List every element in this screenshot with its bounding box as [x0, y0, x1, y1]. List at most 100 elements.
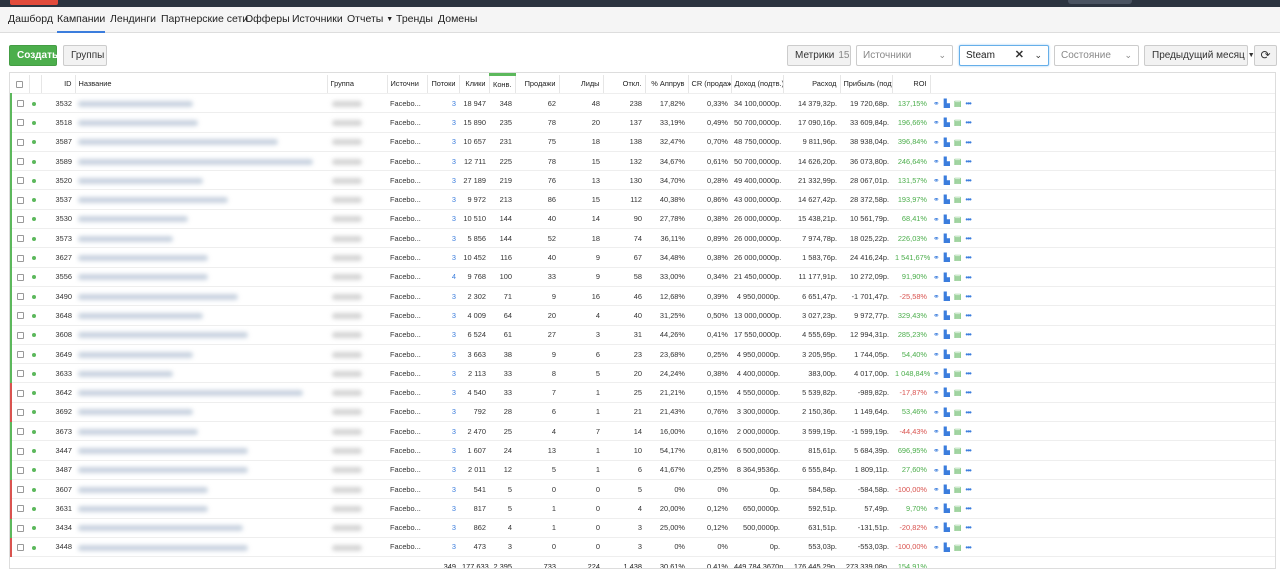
cell-name[interactable] [75, 305, 327, 326]
cell-name[interactable] [75, 228, 327, 249]
more-icon[interactable]: ••• [965, 388, 971, 398]
col-header-income[interactable]: Доход (подтв.) [731, 74, 784, 94]
link-icon[interactable]: ⚭ [933, 484, 940, 494]
cell-streams[interactable]: 3 [427, 344, 459, 365]
more-icon[interactable]: ••• [965, 542, 971, 552]
link-icon[interactable]: ⚭ [933, 465, 940, 475]
cell-streams[interactable]: 3 [427, 382, 459, 403]
more-icon[interactable]: ••• [965, 118, 971, 128]
link-icon[interactable]: ⚭ [933, 426, 940, 436]
more-icon[interactable]: ••• [965, 407, 971, 417]
more-icon[interactable]: ••• [965, 349, 971, 359]
cell-name[interactable] [75, 132, 327, 152]
chart-icon[interactable]: ▙ [943, 523, 950, 533]
row-checkbox-cell[interactable] [10, 286, 29, 307]
metrics-button[interactable]: Метрики 15 [787, 45, 851, 66]
report-icon[interactable]: ▤ [953, 542, 962, 552]
col-header-approve[interactable]: % Аппрув [645, 74, 689, 94]
global-search-input[interactable] [1068, 0, 1132, 4]
cell-name[interactable] [75, 402, 327, 423]
table-row[interactable]: 3487 Facebo... 3 2 011 12 5 1 6 41,67% 0,25% 8 364… [10, 460, 1275, 480]
link-icon[interactable]: ⚭ [933, 523, 940, 533]
more-icon[interactable]: ••• [965, 446, 971, 456]
table-row[interactable]: 3537 Facebo... 3 9 972 213 86 15 112 40,38% 0,86%… [10, 189, 1275, 210]
table-row[interactable]: 3642 Facebo... 3 4 540 33 7 1 25 21,21% 0,15% 4 55… [10, 382, 1275, 403]
cell-name[interactable] [75, 537, 327, 558]
row-checkbox-cell[interactable] [10, 440, 29, 461]
report-icon[interactable]: ▤ [953, 291, 962, 301]
cell-streams[interactable]: 3 [427, 363, 459, 384]
cell-name[interactable] [75, 112, 327, 133]
table-row[interactable]: 3608 Facebo... 3 6 524 61 27 3 31 44,26% 0,41% 17 … [10, 325, 1275, 345]
row-checkbox-cell[interactable] [10, 421, 29, 442]
table-row[interactable]: 3587 Facebo... 3 10 657 231 75 18 138 32,47% 0,70… [10, 132, 1275, 152]
report-icon[interactable]: ▤ [953, 504, 962, 514]
report-icon[interactable]: ▤ [953, 484, 962, 494]
groups-button[interactable]: Группы [63, 45, 107, 66]
nav-affiliate-networks[interactable]: Партнерские сети [161, 13, 249, 25]
nav-landings[interactable]: Лендинги [110, 13, 157, 25]
select-all-checkbox[interactable] [16, 80, 24, 88]
row-checkbox[interactable] [17, 544, 24, 552]
nav-campaigns[interactable]: Кампании [57, 13, 106, 33]
row-checkbox[interactable] [17, 331, 24, 339]
report-icon[interactable]: ▤ [953, 330, 962, 340]
table-row[interactable]: 3530 Facebo... 3 10 510 144 40 14 90 27,78% 0,38%… [10, 209, 1275, 230]
row-checkbox-cell[interactable] [10, 209, 29, 230]
link-icon[interactable]: ⚭ [933, 272, 940, 282]
col-header-streams[interactable]: Потоки [427, 74, 460, 94]
chart-icon[interactable]: ▙ [943, 504, 950, 514]
more-icon[interactable]: ••• [965, 272, 971, 282]
chart-icon[interactable]: ▙ [943, 407, 950, 417]
col-header-rejected[interactable]: Откл. [603, 74, 646, 94]
cell-streams[interactable]: 3 [427, 132, 459, 152]
more-icon[interactable]: ••• [965, 311, 971, 321]
table-row[interactable]: 3627 Facebo... 3 10 452 116 40 9 67 34,48% 0,38% 2… [10, 247, 1275, 268]
link-icon[interactable]: ⚭ [933, 118, 940, 128]
report-icon[interactable]: ▤ [953, 272, 962, 282]
cell-name[interactable] [75, 267, 327, 287]
link-icon[interactable]: ⚭ [933, 176, 940, 186]
more-icon[interactable]: ••• [965, 234, 971, 243]
more-icon[interactable]: ••• [965, 504, 971, 514]
row-checkbox-cell[interactable] [10, 363, 29, 384]
report-icon[interactable]: ▤ [953, 349, 962, 359]
table-row[interactable]: 3631 Facebo... 3 817 5 1 0 4 20,00% 0,12% 650,0000… [10, 498, 1275, 519]
col-header-id[interactable]: ID [41, 74, 76, 94]
more-icon[interactable]: ••• [965, 176, 971, 186]
report-icon[interactable]: ▤ [953, 388, 962, 398]
row-checkbox-cell[interactable] [10, 170, 29, 191]
chart-icon[interactable]: ▙ [943, 272, 950, 282]
col-header-cr[interactable]: CR (продаж [688, 74, 732, 94]
cell-name[interactable] [75, 286, 327, 307]
cell-name[interactable] [75, 170, 327, 191]
link-icon[interactable]: ⚭ [933, 330, 940, 340]
cell-streams[interactable]: 3 [427, 421, 459, 442]
row-checkbox-cell[interactable] [10, 460, 29, 480]
cell-name[interactable] [75, 247, 327, 268]
row-checkbox-cell[interactable] [10, 325, 29, 345]
link-icon[interactable]: ⚭ [933, 291, 940, 301]
link-icon[interactable]: ⚭ [933, 407, 940, 417]
row-checkbox[interactable] [17, 100, 24, 108]
report-icon[interactable]: ▤ [953, 311, 962, 321]
table-row[interactable]: 3589 Facebo... 3 12 711 225 78 15 132 34,67% 0,61… [10, 151, 1275, 172]
chart-icon[interactable]: ▙ [943, 465, 950, 475]
cell-name[interactable] [75, 93, 327, 114]
cell-streams[interactable]: 3 [427, 151, 459, 172]
nav-reports[interactable]: Отчеты ▼ [347, 13, 393, 25]
row-checkbox-cell[interactable] [10, 537, 29, 558]
report-icon[interactable]: ▤ [953, 426, 962, 436]
table-row[interactable]: 3648 Facebo... 3 4 009 64 20 4 40 31,25% 0,50% 13 … [10, 305, 1275, 326]
period-dropdown[interactable]: Предыдущий месяц ▼ [1144, 45, 1255, 66]
report-icon[interactable]: ▤ [953, 214, 962, 224]
row-checkbox[interactable] [17, 158, 24, 166]
chart-icon[interactable]: ▙ [943, 426, 950, 436]
chart-icon[interactable]: ▙ [943, 253, 950, 263]
cell-streams[interactable]: 3 [427, 537, 459, 558]
clear-icon[interactable]: ✕ [1014, 49, 1024, 61]
link-icon[interactable]: ⚭ [933, 446, 940, 456]
row-checkbox-cell[interactable] [10, 228, 29, 249]
col-header-conversions[interactable]: Конв. [489, 73, 516, 94]
table-row[interactable]: 3633 Facebo... 3 2 113 33 8 5 20 24,24% 0,38% 4 40… [10, 363, 1275, 384]
